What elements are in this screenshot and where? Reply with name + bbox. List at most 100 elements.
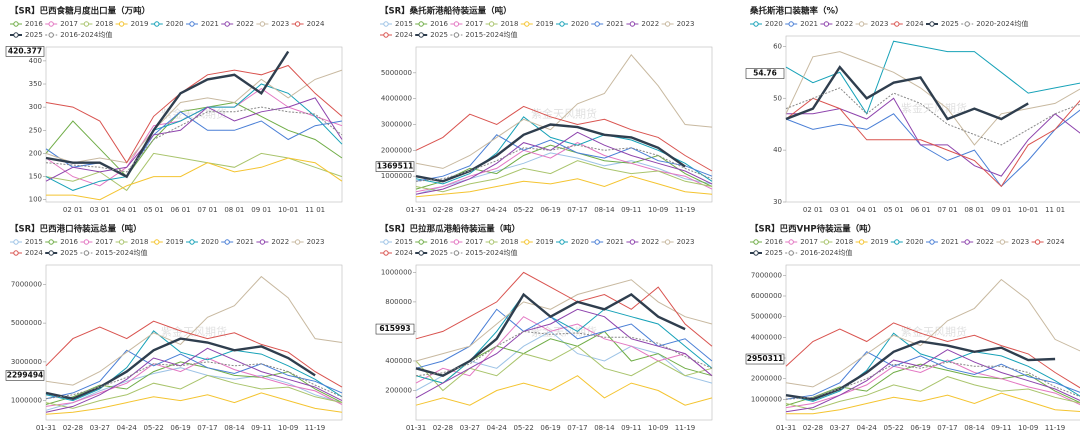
y-tick-label: 6000000 bbox=[751, 292, 782, 300]
series-line bbox=[785, 351, 1080, 400]
y-tick-label: 150 bbox=[29, 173, 42, 181]
legend-dot bbox=[559, 21, 565, 27]
y-tick-label: 4000000 bbox=[751, 333, 782, 341]
legend-dot bbox=[453, 239, 460, 245]
legend-dot bbox=[13, 239, 19, 245]
legend-dot bbox=[629, 239, 636, 245]
y-tick-label: 60 bbox=[773, 42, 782, 50]
y-tick-label: 30 bbox=[773, 198, 782, 206]
x-tick-label: 09-11 bbox=[251, 424, 271, 431]
series-line bbox=[415, 142, 713, 193]
x-tick-label: 07-17 bbox=[937, 424, 957, 431]
legend-dot bbox=[13, 32, 19, 38]
x-tick-label: 10-09 bbox=[648, 424, 668, 431]
x-tick-label: 05 01 bbox=[884, 206, 904, 214]
legend-dot bbox=[823, 21, 830, 27]
legend-label: 2025 bbox=[765, 249, 783, 257]
legend-dot bbox=[1034, 239, 1041, 245]
x-tick-label: 02-28 bbox=[433, 206, 453, 214]
series-line bbox=[45, 111, 343, 178]
x-tick-label: 06-19 bbox=[170, 424, 190, 431]
x-tick-label: 05-22 bbox=[513, 206, 533, 214]
legend-dot bbox=[189, 21, 195, 27]
chart-panel: 【SR】桑托斯港船待装运量（吨） 2015 2016 2017 2018 2019 2020… bbox=[375, 6, 713, 214]
legend-dot bbox=[788, 21, 794, 27]
legend-dot bbox=[788, 250, 794, 256]
x-tick-label: 10-09 bbox=[278, 424, 298, 431]
y-tick-label: 250 bbox=[29, 126, 42, 134]
legend-dot bbox=[154, 21, 160, 27]
x-tick-label: 03 01 bbox=[90, 206, 110, 214]
legend-label: 2019 bbox=[536, 238, 554, 246]
chart-panel: 桑托斯港口装糖率（%） 2020 2021 2022 2023 2024 2025 2020-… bbox=[745, 6, 1080, 214]
x-tick-label: 03-27 bbox=[460, 206, 480, 214]
legend-label: 2019 bbox=[536, 20, 554, 28]
y-tick-label: 50 bbox=[773, 94, 782, 102]
series-line bbox=[45, 361, 343, 400]
legend-label: 2020 bbox=[166, 20, 184, 28]
series-line bbox=[785, 65, 1029, 121]
x-tick-label: 09 01 bbox=[991, 206, 1011, 214]
legend-label: 2017 bbox=[60, 20, 78, 28]
x-tick-label: 03-27 bbox=[90, 424, 110, 431]
y-tick-label: 4000000 bbox=[381, 95, 412, 103]
y-tick-label: 1000000 bbox=[381, 172, 412, 180]
legend-dot bbox=[664, 239, 671, 245]
y-tick-label: 400 bbox=[29, 57, 42, 65]
legend-dot bbox=[858, 21, 865, 27]
y-tick-label: 3000000 bbox=[381, 121, 412, 129]
legend-label: 2016 bbox=[765, 238, 783, 246]
series-line bbox=[415, 144, 713, 190]
series-line bbox=[785, 87, 1080, 146]
current-value-box bbox=[745, 68, 785, 79]
legend-dot bbox=[488, 21, 495, 27]
x-tick-label: 04-24 bbox=[487, 206, 508, 214]
legend-label: 2015 bbox=[395, 238, 413, 246]
legend-dot bbox=[453, 32, 460, 38]
legend-dot bbox=[524, 21, 530, 27]
series-line bbox=[415, 144, 713, 182]
legend-dot bbox=[418, 250, 424, 256]
series-line bbox=[785, 322, 1080, 389]
x-tick-label: 11-19 bbox=[675, 424, 695, 431]
x-tick-label: 08-14 bbox=[594, 206, 615, 214]
legend-label: 2021 bbox=[800, 20, 818, 28]
x-tick-label: 07-17 bbox=[197, 424, 217, 431]
current-value-label: 1369511 bbox=[377, 162, 414, 171]
series-line bbox=[415, 308, 713, 369]
y-tick-label: 400000 bbox=[385, 357, 412, 365]
legend-dot bbox=[418, 21, 424, 27]
legend-dot bbox=[294, 239, 301, 245]
legend-label: 2025 bbox=[25, 31, 43, 39]
legend-label: 2016-2024均值 bbox=[60, 30, 112, 39]
x-tick-label: 01-31 bbox=[36, 424, 56, 431]
y-tick-label: 5000000 bbox=[381, 69, 412, 77]
series-line bbox=[415, 292, 686, 377]
legend-dot bbox=[13, 21, 19, 27]
legend-dot bbox=[753, 239, 759, 245]
series-line bbox=[415, 175, 713, 198]
y-tick-label: 1000000 bbox=[381, 268, 412, 276]
series-line bbox=[45, 50, 290, 179]
legend-label: 2016 bbox=[430, 238, 448, 246]
series-line bbox=[415, 293, 713, 384]
legend-dot bbox=[83, 21, 90, 27]
legend-dot bbox=[964, 21, 970, 27]
plot-frame bbox=[415, 46, 713, 203]
legend-dot bbox=[83, 250, 90, 256]
y-tick-label: 3000000 bbox=[11, 358, 42, 366]
legend-dot bbox=[118, 21, 125, 27]
x-tick-label: 07 01 bbox=[937, 206, 957, 214]
legend-dot bbox=[453, 250, 460, 256]
legend-dot bbox=[224, 239, 230, 245]
legend-label: 2016 bbox=[25, 20, 43, 28]
legend-dot bbox=[83, 239, 90, 245]
legend-dot bbox=[594, 239, 600, 245]
current-value-box bbox=[375, 161, 415, 172]
series-line bbox=[785, 361, 1080, 400]
legend-label: 2023 bbox=[677, 20, 695, 28]
legend-label: 2019 bbox=[871, 238, 889, 246]
series-line bbox=[785, 278, 1080, 388]
chart-title: 【SR】桑托斯港船待装运量（吨） bbox=[380, 6, 512, 17]
